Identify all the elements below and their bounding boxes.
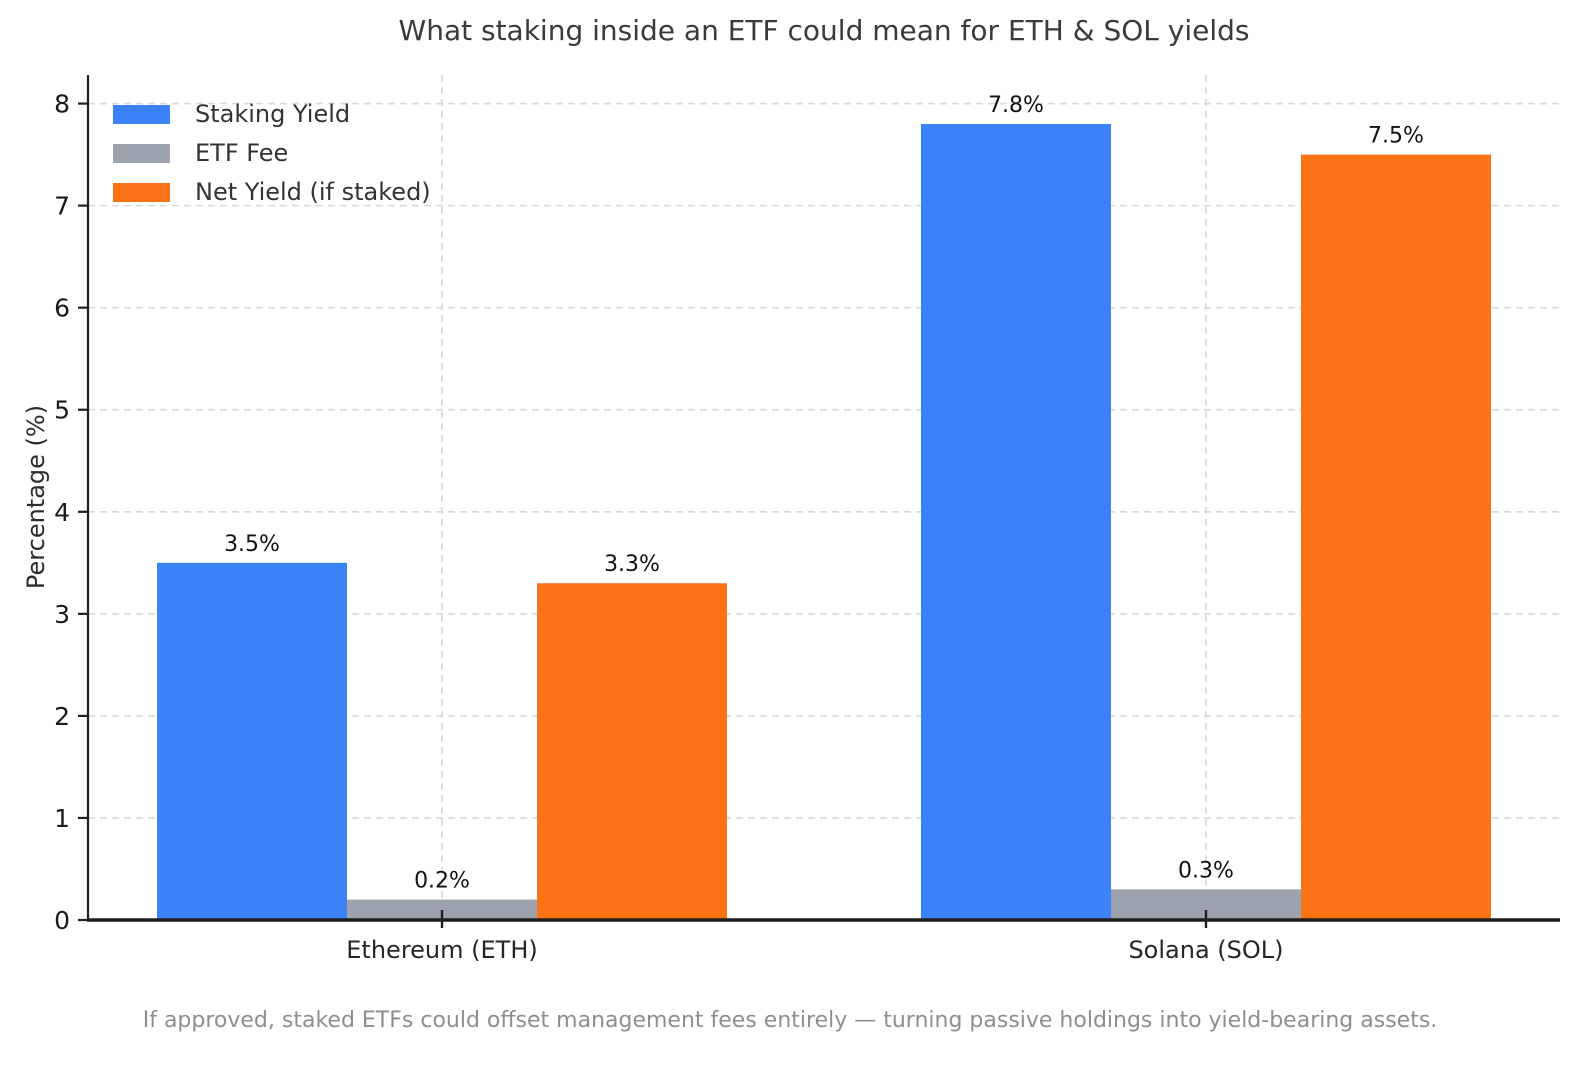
y-tick-label: 4 xyxy=(54,498,70,527)
legend: Staking Yield ETF Fee Net Yield (if stak… xyxy=(113,100,431,206)
value-label: 3.5% xyxy=(224,532,280,557)
y-tick-label: 3 xyxy=(54,600,70,629)
bar-net-yield-if-staked-sol xyxy=(1300,154,1491,921)
value-label: 0.2% xyxy=(414,869,470,894)
value-label: 3.3% xyxy=(604,552,660,577)
y-tick-label: 5 xyxy=(54,396,70,425)
legend-label-etf-fee: ETF Fee xyxy=(195,139,289,167)
legend-item-etf-fee: ETF Fee xyxy=(113,139,431,167)
x-tick-label: Solana (SOL) xyxy=(1128,936,1283,964)
bar-etf-fee-eth xyxy=(347,899,538,920)
legend-item-staking-yield: Staking Yield xyxy=(113,100,431,128)
legend-swatch-staking-yield xyxy=(113,104,170,124)
y-tick-label: 6 xyxy=(54,294,70,323)
y-tick-label: 8 xyxy=(54,90,70,119)
footer-note: If approved, staked ETFs could offset ma… xyxy=(142,1008,1438,1033)
y-tick-label: 2 xyxy=(54,702,70,731)
bar-staking-yield-eth xyxy=(157,562,348,920)
legend-swatch-etf-fee xyxy=(113,143,170,163)
bar-staking-yield-sol xyxy=(920,123,1111,921)
y-tick-label: 1 xyxy=(54,804,70,833)
y-tick-label: 7 xyxy=(54,192,70,221)
value-label: 7.5% xyxy=(1368,124,1424,149)
legend-label-staking-yield: Staking Yield xyxy=(195,100,351,128)
legend-item-net-yield: Net Yield (if staked) xyxy=(113,178,431,206)
bar-net-yield-if-staked-eth xyxy=(537,583,728,920)
legend-swatch-net-yield xyxy=(113,182,170,202)
x-tick-label: Ethereum (ETH) xyxy=(346,936,537,964)
y-axis-label: Percentage (%) xyxy=(22,404,50,590)
value-label: 7.8% xyxy=(988,93,1044,118)
legend-label-net-yield: Net Yield (if staked) xyxy=(195,178,431,206)
y-tick-label: 0 xyxy=(54,906,70,935)
chart-title: What staking inside an ETF could mean fo… xyxy=(398,14,1250,47)
value-label: 0.3% xyxy=(1178,858,1234,883)
